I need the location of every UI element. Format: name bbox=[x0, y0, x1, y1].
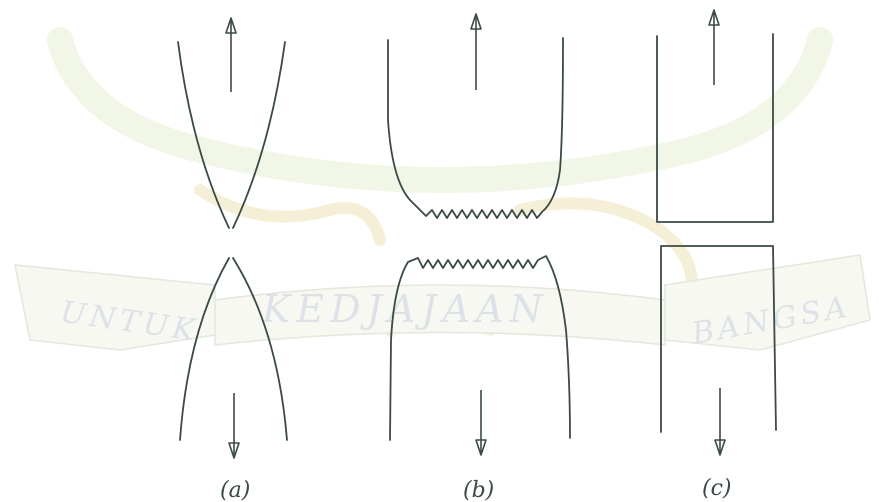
panel-b: (b) bbox=[387, 13, 571, 502]
panel-c-lower-piece bbox=[660, 245, 777, 433]
watermark-text-center: KEDJAJAAN bbox=[261, 287, 549, 331]
panel-c-upper-piece bbox=[656, 33, 774, 223]
panel-a-label: (a) bbox=[220, 478, 250, 502]
panel-a: (a) bbox=[177, 17, 288, 502]
panel-b-upper-piece bbox=[387, 37, 564, 219]
watermark-arc bbox=[47, 27, 833, 193]
panel-a-arrow-up bbox=[225, 17, 237, 92]
panel-c-arrow-up bbox=[708, 9, 720, 85]
panel-b-lower-piece bbox=[389, 255, 571, 441]
panel-c-arrow-down bbox=[714, 388, 726, 456]
watermark-ribbon bbox=[14, 254, 871, 351]
panel-a-lower-right-edge bbox=[232, 257, 288, 441]
watermark-seal: UNTUK KEDJAJAAN BANGSA bbox=[14, 27, 871, 352]
panel-a-arrow-down bbox=[228, 393, 240, 459]
panel-b-arrow-up bbox=[470, 13, 482, 90]
panel-a-lower-left-edge bbox=[179, 257, 230, 441]
panel-c-label: (c) bbox=[702, 476, 732, 501]
panel-b-arrow-down bbox=[475, 390, 487, 456]
watermark-swirl-right bbox=[514, 197, 698, 306]
panel-a-upper-right-edge bbox=[232, 41, 286, 229]
panel-c: (c) bbox=[656, 9, 777, 501]
panel-a-upper-left-edge bbox=[177, 41, 230, 229]
watermark-swirl-left bbox=[194, 184, 386, 246]
panel-b-label: (b) bbox=[463, 478, 494, 502]
